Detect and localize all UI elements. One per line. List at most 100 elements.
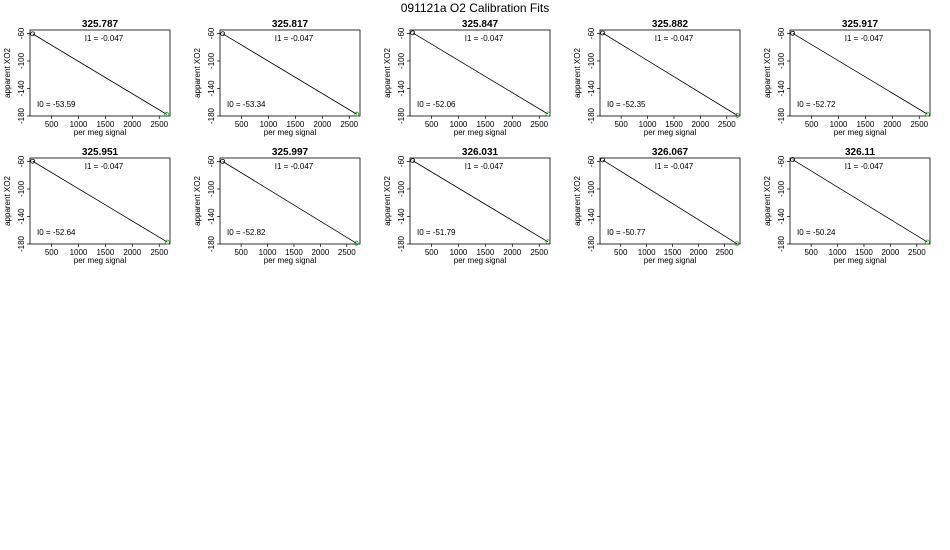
y-tick-label: -140 — [777, 208, 786, 225]
y-tick-label: -180 — [207, 235, 216, 252]
y-tick-label: -180 — [397, 107, 406, 124]
panels-grid: 325.787 500 1000 1500 2000 2500 -60 -100 -140 -18… — [3, 19, 931, 265]
x-axis-label: per meg signal — [74, 128, 127, 137]
x-tick-label: 500 — [235, 120, 249, 129]
plot-frame — [789, 157, 931, 245]
calibration-panel: 326.031 500 1000 1500 2000 2500 -60 -100 -140 -18… — [383, 147, 551, 265]
y-tick-label: -60 — [17, 155, 26, 167]
x-tick-label: 2500 — [718, 120, 736, 129]
fit-line — [32, 160, 168, 243]
slope-annotation: I1 = -0.047 — [275, 34, 314, 43]
intercept-annotation: I0 = -52.35 — [607, 100, 646, 109]
x-axis-label: per meg signal — [264, 128, 317, 137]
fit-line — [792, 159, 928, 243]
x-tick-label: 2000 — [123, 120, 141, 129]
y-tick-label: -140 — [397, 208, 406, 225]
x-tick-label: 2000 — [503, 248, 521, 257]
x-tick-label: 500 — [234, 248, 248, 257]
x-tick-label: 2000 — [503, 120, 521, 129]
x-axis-label: per meg signal — [74, 256, 127, 265]
y-tick-label: -180 — [587, 107, 596, 124]
panel-title: 325.997 — [272, 147, 309, 158]
intercept-annotation: I0 = -50.77 — [607, 228, 646, 237]
y-tick-label: -140 — [207, 80, 216, 97]
y-tick-label: -60 — [397, 27, 406, 39]
slope-annotation: I1 = -0.047 — [465, 162, 504, 171]
x-tick-label: 500 — [45, 248, 59, 257]
y-tick-label: -180 — [777, 235, 786, 252]
y-tick-label: -60 — [397, 155, 406, 167]
plot-frame — [409, 157, 551, 245]
data-point — [924, 111, 930, 117]
y-axis-label: apparent XO2 — [763, 176, 772, 226]
data-point — [30, 31, 36, 37]
y-tick-label: -60 — [587, 155, 596, 167]
y-axis-label: apparent XO2 — [383, 176, 392, 226]
x-tick-label: 2500 — [908, 248, 926, 257]
y-tick-label: -180 — [17, 235, 26, 252]
y-tick-label: -100 — [397, 180, 406, 197]
panel-title: 325.951 — [82, 147, 119, 158]
intercept-annotation: I0 = -51.79 — [417, 228, 456, 237]
fit-line — [32, 33, 167, 115]
x-tick-label: 2500 — [530, 120, 548, 129]
x-tick-label: 1000 — [260, 120, 278, 129]
intercept-annotation: I0 = -53.34 — [227, 100, 266, 109]
calibration-panel: 325.882 500 1000 1500 2000 2500 -60 -100 -140 -18… — [573, 19, 741, 137]
y-axis-label: apparent XO2 — [763, 48, 772, 98]
data-point — [790, 157, 796, 162]
y-tick-label: -60 — [777, 27, 786, 39]
y-axis-label: apparent XO2 — [3, 48, 12, 98]
slope-annotation: I1 = -0.047 — [275, 162, 314, 171]
y-axis-label: apparent XO2 — [193, 176, 202, 226]
calibration-panel: 325.787 500 1000 1500 2000 2500 -60 -100 -140 -18… — [3, 19, 171, 137]
x-tick-label: 1500 — [476, 120, 494, 129]
plot-frame — [219, 157, 361, 245]
y-axis-label: apparent XO2 — [193, 48, 202, 98]
calibration-panel: 325.951 500 1000 1500 2000 2500 -60 -100 -140 -18… — [3, 147, 171, 265]
data-point — [220, 158, 226, 164]
y-tick-label: -180 — [777, 107, 786, 124]
data-point — [354, 111, 360, 117]
slope-annotation: I1 = -0.047 — [845, 162, 884, 171]
slope-annotation: I1 = -0.047 — [655, 162, 694, 171]
y-tick-label: -140 — [587, 208, 596, 225]
x-axis-label: per meg signal — [454, 256, 507, 265]
y-tick-label: -180 — [397, 235, 406, 252]
plot-frame — [599, 157, 741, 245]
y-tick-label: -100 — [777, 52, 786, 69]
x-tick-label: 1000 — [450, 248, 468, 257]
y-tick-label: -100 — [777, 180, 786, 197]
x-tick-label: 2000 — [690, 248, 708, 257]
panel-title: 325.847 — [462, 19, 499, 30]
fit-line — [412, 32, 549, 115]
intercept-annotation: I0 = -53.59 — [37, 100, 76, 109]
data-point — [164, 239, 170, 245]
x-tick-label: 1000 — [70, 120, 88, 129]
y-tick-label: -60 — [207, 27, 216, 39]
x-tick-label: 2000 — [691, 120, 709, 129]
data-point — [545, 111, 551, 117]
slope-annotation: I1 = -0.047 — [465, 34, 504, 43]
x-tick-label: 2500 — [716, 248, 734, 257]
y-tick-label: -140 — [397, 80, 406, 97]
data-point — [410, 30, 416, 36]
data-point — [600, 30, 606, 36]
plot-frame — [29, 157, 171, 245]
x-tick-label: 2500 — [530, 248, 548, 257]
panel-title: 326.067 — [652, 147, 689, 158]
x-tick-label: 500 — [614, 248, 628, 257]
x-tick-label: 1500 — [855, 248, 873, 257]
y-tick-label: -60 — [207, 155, 216, 167]
y-tick-label: -60 — [777, 155, 786, 167]
x-tick-label: 1000 — [829, 248, 847, 257]
y-tick-label: -140 — [587, 80, 596, 97]
y-tick-label: -140 — [777, 80, 786, 97]
x-tick-label: 2500 — [150, 248, 168, 257]
x-tick-label: 1500 — [856, 120, 874, 129]
fit-line — [602, 159, 738, 245]
fit-line — [792, 32, 928, 115]
y-tick-label: -180 — [207, 107, 216, 124]
y-tick-label: -100 — [207, 52, 216, 69]
x-tick-label: 1000 — [259, 248, 277, 257]
